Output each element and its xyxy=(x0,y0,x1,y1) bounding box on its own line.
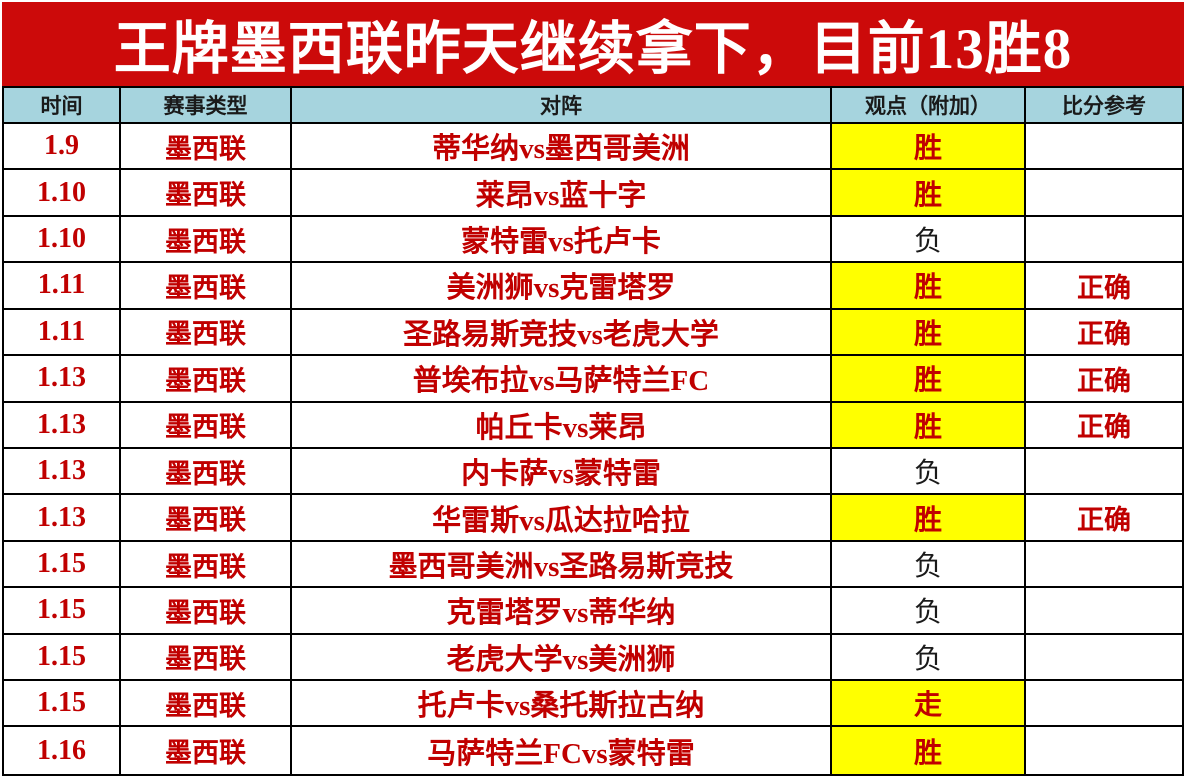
predictions-table: 时间 赛事类型 对阵 观点（附加） 比分参考 1.9 墨西联 蒂华纳vs墨西哥美洲胜 1.10… xyxy=(2,86,1184,776)
table-row: 1.13 墨西联 普埃布拉vs马萨特兰FC 胜正确 xyxy=(4,356,1182,403)
league-cell: 墨西联 xyxy=(121,263,292,310)
match-cell: 美洲狮vs克雷塔罗 xyxy=(292,263,832,310)
table-row: 1.13 墨西联 帕丘卡vs莱昂胜正确 xyxy=(4,402,1182,449)
result-cell xyxy=(1026,124,1182,171)
league-cell: 墨西联 xyxy=(121,634,292,682)
match-cell: 莱昂vs蓝十字 xyxy=(292,170,832,217)
table-body: 1.9 墨西联 蒂华纳vs墨西哥美洲胜 1.10 墨西联 莱昂vs蓝十字胜 1.10 墨西联蒙… xyxy=(4,124,1182,774)
date-cell: 1.16 xyxy=(4,727,121,774)
result-cell: 正确 xyxy=(1026,310,1182,357)
table-row: 1.16 墨西联 马萨特兰FCvs蒙特雷胜 xyxy=(4,727,1182,774)
opinion-cell: 负 xyxy=(832,448,1026,496)
league-cell: 墨西联 xyxy=(121,448,292,496)
date-cell: 1.15 xyxy=(4,634,121,682)
result-cell xyxy=(1026,170,1182,217)
date-cell: 1.13 xyxy=(4,448,121,496)
opinion-cell: 胜 xyxy=(832,263,1026,310)
opinion-cell: 负 xyxy=(832,541,1026,589)
table-row: 1.15 墨西联 克雷塔罗vs蒂华纳负 xyxy=(4,588,1182,635)
opinion-cell: 负 xyxy=(832,634,1026,682)
match-cell: 马萨特兰FCvs蒙特雷 xyxy=(292,727,832,774)
match-cell: 普埃布拉vs马萨特兰FC xyxy=(292,356,832,403)
opinion-cell: 胜 xyxy=(832,356,1026,403)
date-cell: 1.11 xyxy=(4,263,121,310)
match-cell: 老虎大学vs美洲狮 xyxy=(292,634,832,682)
league-cell: 墨西联 xyxy=(121,402,292,449)
opinion-cell: 胜 xyxy=(832,170,1026,217)
opinion-cell: 胜 xyxy=(832,309,1026,357)
match-cell: 内卡萨vs蒙特雷 xyxy=(292,448,832,496)
opinion-cell: 走 xyxy=(832,681,1026,728)
header-cell-league-type: 赛事类型 xyxy=(121,88,292,124)
league-cell: 墨西联 xyxy=(121,588,292,635)
opinion-cell: 胜 xyxy=(832,495,1026,542)
match-cell: 蒂华纳vs墨西哥美洲 xyxy=(292,124,832,171)
league-cell: 墨西联 xyxy=(121,541,292,589)
result-cell xyxy=(1026,727,1182,773)
date-cell: 1.15 xyxy=(4,681,121,728)
date-cell: 1.11 xyxy=(4,309,121,357)
result-cell: 正确 xyxy=(1026,495,1182,542)
date-cell: 1.10 xyxy=(4,216,121,264)
match-cell: 蒙特雷vs托卢卡 xyxy=(292,216,832,264)
league-cell: 墨西联 xyxy=(121,356,292,403)
header-cell-match: 对阵 xyxy=(292,88,832,124)
table-row: 1.10 墨西联 蒙特雷vs托卢卡负 xyxy=(4,216,1182,264)
opinion-cell: 负 xyxy=(832,216,1026,264)
league-cell: 墨西联 xyxy=(121,495,292,542)
date-cell: 1.10 xyxy=(4,170,121,217)
table-row: 1.15 墨西联 老虎大学vs美洲狮负 xyxy=(4,634,1182,682)
table-row: 1.15 墨西联 墨西哥美洲vs圣路易斯竞技负 xyxy=(4,541,1182,589)
opinion-cell: 胜 xyxy=(832,402,1026,449)
result-cell xyxy=(1026,217,1182,264)
opinion-cell: 负 xyxy=(832,588,1026,635)
result-cell xyxy=(1026,681,1182,728)
opinion-cell: 胜 xyxy=(832,727,1026,774)
result-cell xyxy=(1026,588,1182,635)
league-cell: 墨西联 xyxy=(121,170,292,217)
date-cell: 1.13 xyxy=(4,356,121,403)
table-header-row: 时间 赛事类型 对阵 观点（附加） 比分参考 xyxy=(4,88,1182,124)
match-cell: 托卢卡vs桑托斯拉古纳 xyxy=(292,681,832,728)
date-cell: 1.13 xyxy=(4,402,121,449)
match-cell: 华雷斯vs瓜达拉哈拉 xyxy=(292,495,832,542)
header-cell-opinion: 观点（附加） xyxy=(832,88,1026,124)
table-row: 1.11 墨西联 圣路易斯竞技vs老虎大学胜正确 xyxy=(4,309,1182,357)
league-cell: 墨西联 xyxy=(121,124,292,171)
header-cell-score-ref: 比分参考 xyxy=(1026,88,1182,124)
league-cell: 墨西联 xyxy=(121,216,292,264)
match-cell: 墨西哥美洲vs圣路易斯竞技 xyxy=(292,541,832,589)
table-row: 1.13 墨西联 内卡萨vs蒙特雷负 xyxy=(4,448,1182,496)
match-cell: 克雷塔罗vs蒂华纳 xyxy=(292,588,832,635)
table-row: 1.10 墨西联 莱昂vs蓝十字胜 xyxy=(4,170,1182,217)
result-cell: 正确 xyxy=(1026,356,1182,403)
table-row: 1.11 墨西联 美洲狮vs克雷塔罗胜正确 xyxy=(4,263,1182,310)
date-cell: 1.15 xyxy=(4,541,121,589)
date-cell: 1.13 xyxy=(4,495,121,542)
result-cell: 正确 xyxy=(1026,403,1182,449)
league-cell: 墨西联 xyxy=(121,681,292,728)
result-cell xyxy=(1026,449,1182,496)
match-cell: 帕丘卡vs莱昂 xyxy=(292,402,832,449)
result-cell: 正确 xyxy=(1026,263,1182,310)
page-title: 王牌墨西联昨天继续拿下，目前13胜8 xyxy=(2,2,1184,86)
result-cell xyxy=(1026,542,1182,589)
match-cell: 圣路易斯竞技vs老虎大学 xyxy=(292,309,832,357)
table-row: 1.13 墨西联 华雷斯vs瓜达拉哈拉胜正确 xyxy=(4,495,1182,542)
league-cell: 墨西联 xyxy=(121,727,292,774)
opinion-cell: 胜 xyxy=(832,124,1026,171)
header-cell-time: 时间 xyxy=(4,88,121,124)
result-cell xyxy=(1026,635,1182,682)
league-cell: 墨西联 xyxy=(121,309,292,357)
date-cell: 1.15 xyxy=(4,588,121,635)
table-row: 1.9 墨西联 蒂华纳vs墨西哥美洲胜 xyxy=(4,124,1182,171)
date-cell: 1.9 xyxy=(4,124,121,171)
table-row: 1.15 墨西联 托卢卡vs桑托斯拉古纳走 xyxy=(4,681,1182,728)
